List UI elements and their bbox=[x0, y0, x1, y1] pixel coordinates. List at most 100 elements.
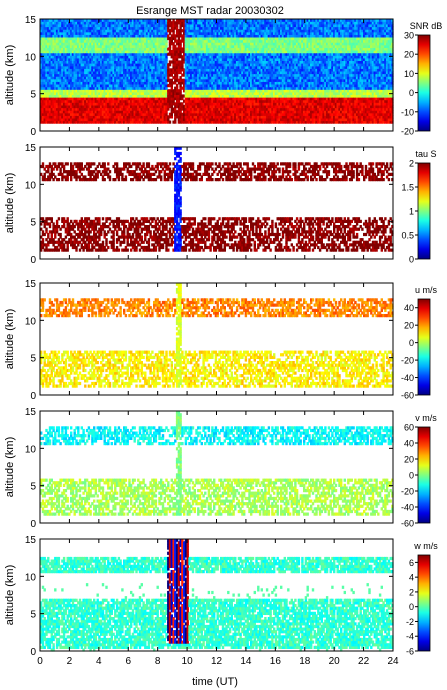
heatmap-cell bbox=[94, 57, 98, 61]
heatmap-cell bbox=[204, 86, 207, 90]
heatmap-cell bbox=[308, 89, 311, 93]
heatmap-cell bbox=[306, 91, 309, 95]
heatmap-cell bbox=[40, 76, 43, 80]
heatmap-cell bbox=[128, 110, 131, 114]
heatmap-cell bbox=[45, 78, 48, 82]
heatmap-cell bbox=[161, 63, 165, 67]
heatmap-cell bbox=[336, 57, 339, 61]
heatmap-cell bbox=[281, 57, 285, 61]
heatmap-cell bbox=[211, 99, 214, 103]
heatmap-cell bbox=[184, 91, 188, 95]
heatmap-cell bbox=[318, 102, 322, 106]
heatmap-cell bbox=[163, 99, 166, 103]
heatmap-cell bbox=[269, 81, 272, 85]
heatmap-cell bbox=[283, 104, 286, 109]
heatmap-cell bbox=[352, 117, 355, 122]
heatmap-cell bbox=[364, 86, 368, 90]
heatmap-cell bbox=[306, 81, 309, 85]
heatmap-cell bbox=[45, 68, 48, 72]
heatmap-cell bbox=[156, 60, 159, 64]
heatmap-cell bbox=[119, 73, 122, 77]
heatmap-cell bbox=[158, 76, 161, 80]
heatmap-cell bbox=[325, 120, 329, 124]
heatmap-cell bbox=[124, 89, 128, 93]
heatmap-cell bbox=[128, 81, 131, 85]
heatmap-cell bbox=[304, 94, 308, 98]
heatmap-cell bbox=[101, 70, 105, 75]
heatmap-cell bbox=[283, 73, 286, 77]
heatmap-cell bbox=[73, 89, 76, 93]
heatmap-cell bbox=[250, 104, 253, 109]
heatmap-cell bbox=[50, 107, 53, 111]
heatmap-cell bbox=[100, 84, 103, 88]
heatmap-cell bbox=[62, 115, 66, 119]
heatmap-cell bbox=[160, 81, 163, 85]
heatmap-cell bbox=[378, 91, 382, 95]
heatmap-cell bbox=[177, 99, 181, 103]
heatmap-cell bbox=[77, 63, 80, 67]
heatmap-cell bbox=[267, 68, 271, 72]
heatmap-cell bbox=[202, 97, 205, 101]
heatmap-cell bbox=[297, 94, 301, 98]
heatmap-cell bbox=[315, 107, 318, 111]
heatmap-cell bbox=[354, 120, 357, 124]
heatmap-cell bbox=[234, 63, 237, 67]
heatmap-cell bbox=[188, 84, 191, 88]
heatmap-cell bbox=[260, 68, 263, 72]
heatmap-cell bbox=[59, 104, 62, 109]
heatmap-cell bbox=[195, 65, 198, 69]
heatmap-cell bbox=[391, 68, 394, 72]
heatmap-cell bbox=[267, 117, 271, 122]
heatmap-cell bbox=[168, 94, 172, 98]
heatmap-cell bbox=[355, 107, 359, 111]
heatmap-cell bbox=[105, 120, 108, 124]
heatmap-cell bbox=[234, 57, 237, 61]
heatmap-cell bbox=[380, 115, 383, 119]
heatmap-cell bbox=[308, 91, 311, 95]
heatmap-cell bbox=[197, 89, 200, 93]
heatmap-cell bbox=[260, 104, 263, 109]
heatmap-cell bbox=[54, 76, 57, 80]
heatmap-cell bbox=[117, 84, 121, 88]
heatmap-cell bbox=[255, 76, 258, 80]
heatmap-cell bbox=[89, 94, 92, 98]
heatmap-cell bbox=[294, 94, 297, 98]
heatmap-cell bbox=[304, 60, 308, 64]
heatmap-cell bbox=[378, 107, 382, 111]
heatmap-cell bbox=[350, 112, 353, 116]
heatmap-cell bbox=[145, 65, 149, 69]
heatmap-cell bbox=[91, 97, 94, 101]
heatmap-cell bbox=[350, 94, 353, 98]
heatmap-cell bbox=[85, 94, 89, 98]
heatmap-cell bbox=[163, 68, 166, 72]
heatmap-cell bbox=[357, 57, 361, 61]
heatmap-cell bbox=[301, 110, 304, 114]
heatmap-cell bbox=[329, 94, 332, 98]
heatmap-cell bbox=[145, 97, 149, 101]
heatmap-cell bbox=[175, 94, 179, 98]
heatmap-cell bbox=[158, 117, 161, 122]
heatmap-cell bbox=[325, 57, 329, 61]
heatmap-cell bbox=[333, 70, 336, 75]
heatmap-cell bbox=[103, 55, 106, 59]
heatmap-cell bbox=[239, 60, 242, 64]
heatmap-cell bbox=[378, 117, 382, 122]
heatmap-cell bbox=[52, 112, 55, 116]
heatmap-cell bbox=[198, 89, 202, 93]
heatmap-cell bbox=[128, 76, 131, 80]
heatmap-cell bbox=[257, 104, 260, 109]
heatmap-cell bbox=[366, 68, 369, 72]
heatmap-cell bbox=[115, 60, 119, 64]
heatmap-cell bbox=[334, 63, 338, 67]
heatmap-cell bbox=[248, 78, 251, 82]
heatmap-cell bbox=[228, 57, 232, 61]
heatmap-cell bbox=[47, 91, 50, 95]
heatmap-cell bbox=[331, 78, 334, 82]
heatmap-cell bbox=[174, 110, 177, 114]
heatmap-cell bbox=[205, 81, 209, 85]
heatmap-cell bbox=[230, 120, 233, 124]
heatmap-cell bbox=[225, 73, 228, 77]
heatmap-cell bbox=[363, 94, 366, 98]
heatmap-cell bbox=[70, 102, 73, 106]
heatmap-cell bbox=[89, 89, 92, 93]
